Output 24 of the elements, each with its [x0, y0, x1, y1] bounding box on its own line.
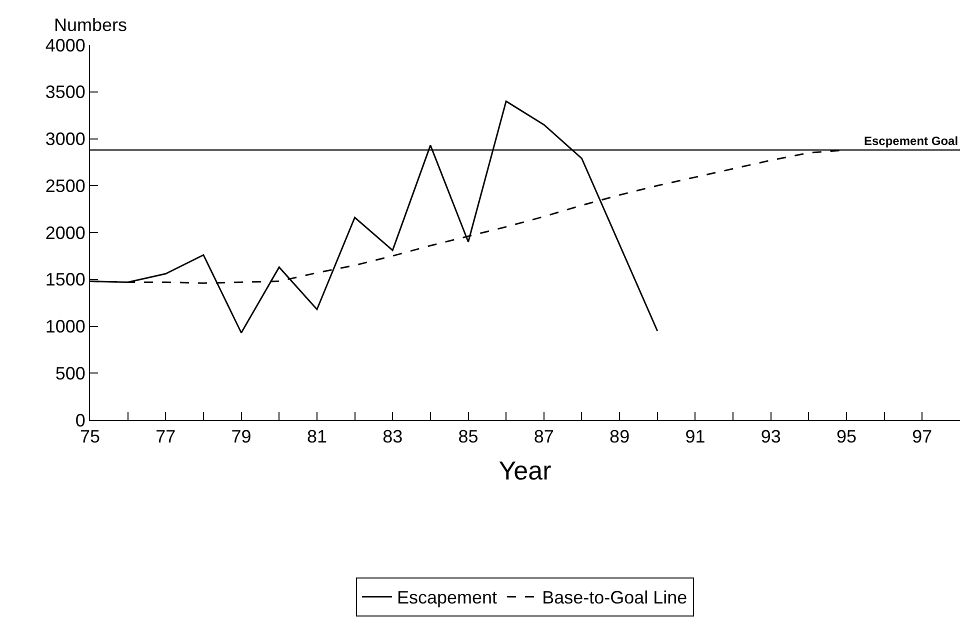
x-tick-label: 77 — [156, 426, 176, 447]
y-tick-label: 3500 — [45, 82, 86, 102]
x-tick-label: 81 — [306, 426, 327, 447]
y-axis-title: Numbers — [54, 15, 128, 35]
y-tick-label: 3000 — [45, 129, 86, 150]
y-tick-label: 500 — [55, 363, 86, 384]
x-tick-label: 79 — [231, 426, 252, 447]
x-tick-label: 87 — [534, 426, 554, 447]
y-tick-label: 2500 — [45, 176, 86, 196]
x-tick-label: 83 — [382, 426, 403, 447]
y-tick-label: 2000 — [45, 222, 86, 243]
x-tick-label: 91 — [685, 426, 706, 447]
x-tick-label: 97 — [912, 426, 932, 447]
x-axis-title: Year — [498, 455, 552, 486]
y-tick-label: 4000 — [45, 35, 86, 56]
x-tick-label: 85 — [458, 426, 478, 447]
legend-label: Base-to-Goal Line — [542, 588, 688, 608]
ref-line-label: Escpement Goal — [864, 134, 958, 148]
x-tick-label: 95 — [836, 426, 857, 447]
y-tick-label: 1500 — [45, 270, 86, 290]
y-tick-label: 1000 — [45, 316, 86, 337]
x-tick-label: 93 — [760, 426, 781, 447]
legend-label: Escapement — [397, 588, 498, 608]
x-tick-label: 89 — [610, 426, 630, 447]
